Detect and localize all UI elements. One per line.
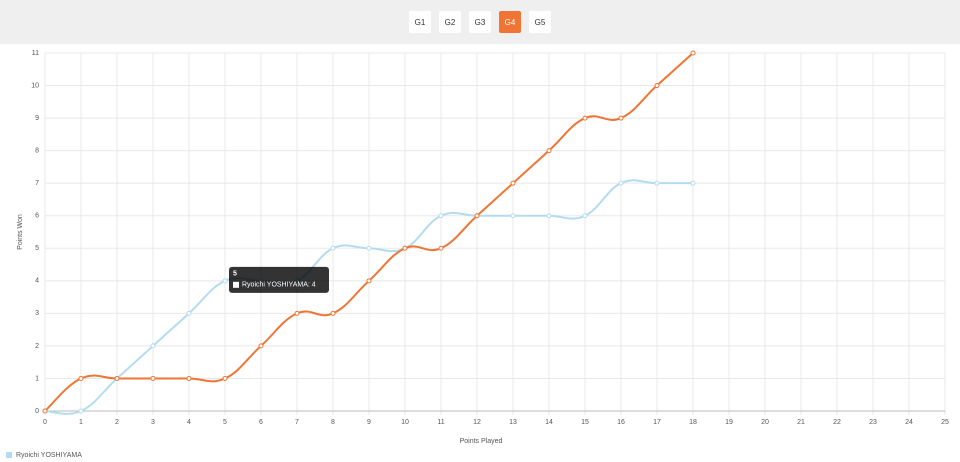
data-point	[438, 213, 444, 219]
data-point	[618, 115, 624, 121]
data-point	[510, 180, 516, 186]
x-tick-label: 11	[437, 419, 444, 426]
data-point	[546, 148, 552, 154]
x-tick-label: 5	[223, 419, 227, 426]
x-tick-label: 20	[761, 419, 769, 426]
x-tick-label: 8	[331, 419, 335, 426]
data-point	[546, 213, 552, 219]
y-tick-label: 6	[35, 213, 39, 220]
tooltip-swatch	[233, 281, 239, 288]
y-tick-label: 3	[35, 310, 39, 317]
data-point	[186, 310, 192, 316]
data-point	[222, 278, 228, 284]
x-tick-label: 25	[941, 419, 949, 426]
data-point	[618, 180, 624, 186]
x-tick-label: 14	[545, 419, 553, 426]
tab-button[interactable]: G5	[529, 11, 551, 33]
x-tick-label: 2	[115, 419, 119, 426]
x-tick-label: 10	[401, 419, 409, 426]
legend-label: Ryoichi YOSHIYAMA	[16, 452, 82, 459]
data-point	[366, 278, 372, 284]
data-point	[690, 180, 696, 186]
data-point	[186, 375, 192, 381]
data-point	[366, 245, 372, 251]
x-axis-label: Points Played	[460, 438, 503, 445]
tooltip-box	[229, 266, 329, 293]
data-point	[690, 50, 696, 56]
x-tick-label: 1	[79, 419, 83, 426]
y-tick-label: 10	[31, 82, 39, 89]
data-point	[150, 375, 156, 381]
x-tick-label: 18	[689, 419, 697, 426]
x-tick-label: 23	[869, 419, 877, 426]
x-tick-label: 24	[905, 419, 913, 426]
x-tick-label: 12	[473, 419, 481, 426]
x-tick-label: 13	[509, 419, 517, 426]
y-tick-label: 9	[35, 115, 39, 122]
x-tick-label: 0	[43, 419, 47, 426]
x-tick-label: 21	[797, 419, 805, 426]
data-point	[330, 245, 336, 251]
x-tick-label: 7	[295, 419, 299, 426]
y-tick-label: 11	[32, 50, 39, 57]
tab-button[interactable]: G1	[409, 11, 431, 33]
y-tick-label: 4	[35, 278, 39, 285]
x-tick-label: 3	[151, 419, 155, 426]
tooltip-label: Ryoichi YOSHIYAMA: 4	[242, 282, 316, 289]
y-tick-label: 7	[35, 180, 39, 187]
x-tick-label: 16	[617, 419, 625, 426]
data-point	[258, 343, 264, 349]
y-tick-label: 2	[35, 343, 39, 350]
data-point	[222, 375, 228, 381]
tab-bar: G1 G2 G3 G4 G5	[0, 0, 960, 44]
data-point	[438, 245, 444, 251]
data-point	[582, 213, 588, 219]
y-tick-label: 1	[35, 375, 39, 382]
tab-button[interactable]: G3	[469, 11, 491, 33]
data-point	[582, 115, 588, 121]
y-tick-label: 5	[35, 245, 39, 252]
y-axis-label: Points Won	[17, 214, 24, 250]
data-point	[78, 375, 84, 381]
data-point	[654, 180, 660, 186]
tab-button[interactable]: G2	[439, 11, 461, 33]
x-tick-label: 17	[653, 419, 661, 426]
x-tick-label: 6	[259, 419, 263, 426]
x-tick-label: 9	[367, 419, 371, 426]
x-tick-label: 22	[833, 419, 841, 426]
data-point	[654, 83, 660, 89]
data-point	[294, 310, 300, 316]
data-point	[510, 213, 516, 219]
y-tick-label: 0	[35, 408, 39, 415]
x-tick-label: 4	[187, 419, 191, 426]
tab-button[interactable]: G4	[499, 11, 521, 33]
data-point	[474, 213, 480, 219]
data-point	[150, 343, 156, 349]
data-point	[42, 408, 48, 414]
tooltip-title: 5	[233, 271, 237, 278]
legend-swatch	[6, 452, 12, 458]
data-point	[78, 408, 84, 414]
data-point	[114, 375, 120, 381]
data-point	[330, 310, 336, 316]
x-tick-label: 15	[581, 419, 589, 426]
y-tick-label: 8	[35, 147, 39, 154]
x-tick-label: 19	[725, 419, 733, 426]
data-point	[402, 245, 408, 251]
